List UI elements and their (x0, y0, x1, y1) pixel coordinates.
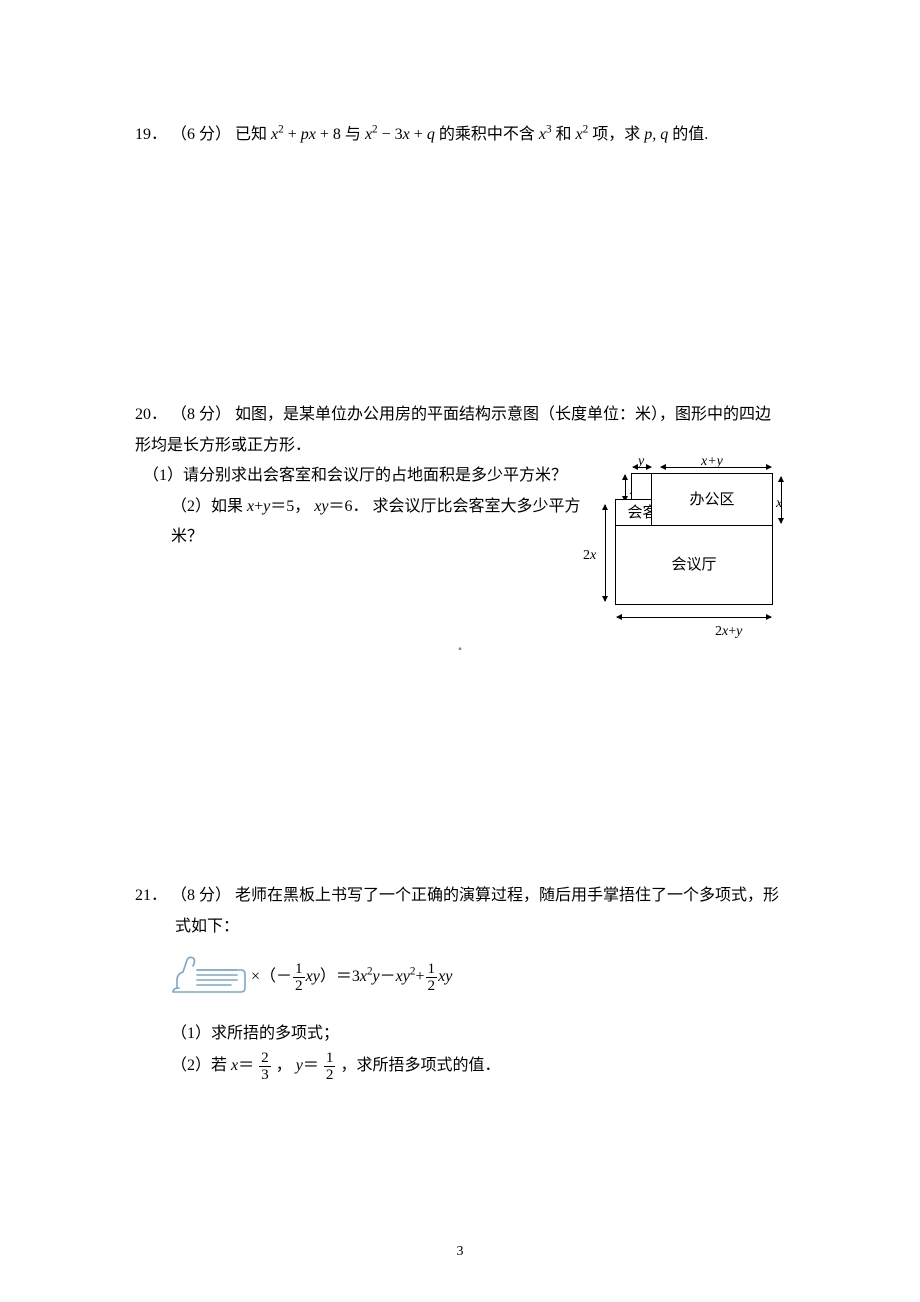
center-mark-icon: ▪ (458, 640, 462, 659)
text: ×（－ (251, 962, 292, 992)
fraction: 12 (426, 961, 438, 994)
subquestion-2: （2）若 x＝ 23 ， y＝ 12 ，求所捂多项式的值． (135, 1050, 785, 1083)
room-meeting: 会议厅 (615, 525, 773, 605)
text: 已知 (235, 126, 267, 143)
problem-points: （6 分） (171, 126, 231, 143)
fraction: 23 (259, 1050, 271, 1083)
room-office: 办公区 (651, 473, 773, 527)
dim-label: x+y (701, 449, 723, 476)
text: ＝ (238, 1057, 254, 1074)
problem-number: 19． (135, 126, 167, 143)
math-var: xy (314, 498, 328, 515)
problem-19: 19． （6 分） 已知 x2 + px + 8 与 x2 − 3x + q 的… (135, 120, 785, 150)
fraction: 12 (324, 1050, 336, 1083)
problem-stem: 式如下： (135, 912, 785, 942)
text: （2）若 (171, 1057, 231, 1074)
text: 项，求 (592, 126, 644, 143)
math-expr: x2 − 3x + q (365, 126, 435, 143)
problem-20: 20． （8 分） 如图，是某单位办公用房的平面结构示意图（长度单位：米），图形… (135, 400, 785, 641)
text: ＝5， (270, 498, 310, 515)
text: 老师在黑板上书写了一个正确的演算过程，随后用手掌捂住了一个多项式，形 (235, 887, 779, 904)
math-term: x3 (539, 126, 552, 143)
text: ，求所捂多项式的值． (340, 1057, 500, 1074)
math-term: x2 (576, 126, 589, 143)
text: （2）如果 (171, 498, 247, 515)
dim-label: 2x+y2x+y (715, 619, 742, 646)
math-pq: p, q (644, 126, 668, 143)
page-number: 3 (457, 1239, 464, 1266)
math-var: xy (438, 962, 452, 992)
text: 与 (345, 126, 365, 143)
math-var: y (296, 1057, 303, 1074)
text: 如图，是某单位办公用房的平面结构示意图（长度单位：米），图形中的四边 (235, 406, 771, 423)
dim-arrow (617, 617, 771, 618)
dim-label: y (638, 449, 644, 476)
text: ＝6． (328, 498, 368, 515)
text: ）＝3 (320, 962, 360, 992)
problem-stem: 21． （8 分） 老师在黑板上书写了一个正确的演算过程，随后用手掌捂住了一个多… (135, 881, 785, 911)
text: + (415, 962, 424, 992)
math-var: xy (306, 962, 320, 992)
text: 的乘积中不含 (439, 126, 539, 143)
room-box (631, 473, 653, 501)
hand-icon (171, 950, 247, 1005)
problem-stem: 20． （8 分） 如图，是某单位办公用房的平面结构示意图（长度单位：米），图形… (135, 400, 785, 430)
equation: ×（－ 12 xy ）＝3 x2y － xy2 + 12 xy (135, 950, 785, 1005)
text: － (380, 962, 396, 992)
math-term: x2y (360, 962, 380, 992)
problem-number: 20． (135, 406, 167, 423)
problem-points: （8 分） (171, 406, 231, 423)
text: ， (276, 1057, 292, 1074)
math-expr: x2 + px + 8 (271, 126, 341, 143)
fraction: 12 (293, 961, 305, 994)
text: 和 (556, 126, 576, 143)
problem-21: 21． （8 分） 老师在黑板上书写了一个正确的演算过程，随后用手掌捂住了一个多… (135, 881, 785, 1082)
dim-label: x (776, 491, 782, 518)
problem-number: 21． (135, 887, 167, 904)
math-term: xy2 (396, 962, 416, 992)
problem-points: （8 分） (171, 887, 231, 904)
math-op: + (254, 498, 263, 515)
dim-arrow (625, 475, 626, 501)
dim-label: 22xx (583, 543, 596, 570)
problem-stem: 形均是长方形或正方形． (135, 431, 785, 461)
floor-plan-diagram: y x+y y 会客室 办公区 会议厅 x 22xx (595, 461, 785, 641)
text: ＝ (303, 1057, 319, 1074)
dim-arrow (605, 505, 606, 601)
text: 的值. (672, 126, 708, 143)
subquestion-1: （1）求所捂的多项式； (135, 1019, 785, 1049)
